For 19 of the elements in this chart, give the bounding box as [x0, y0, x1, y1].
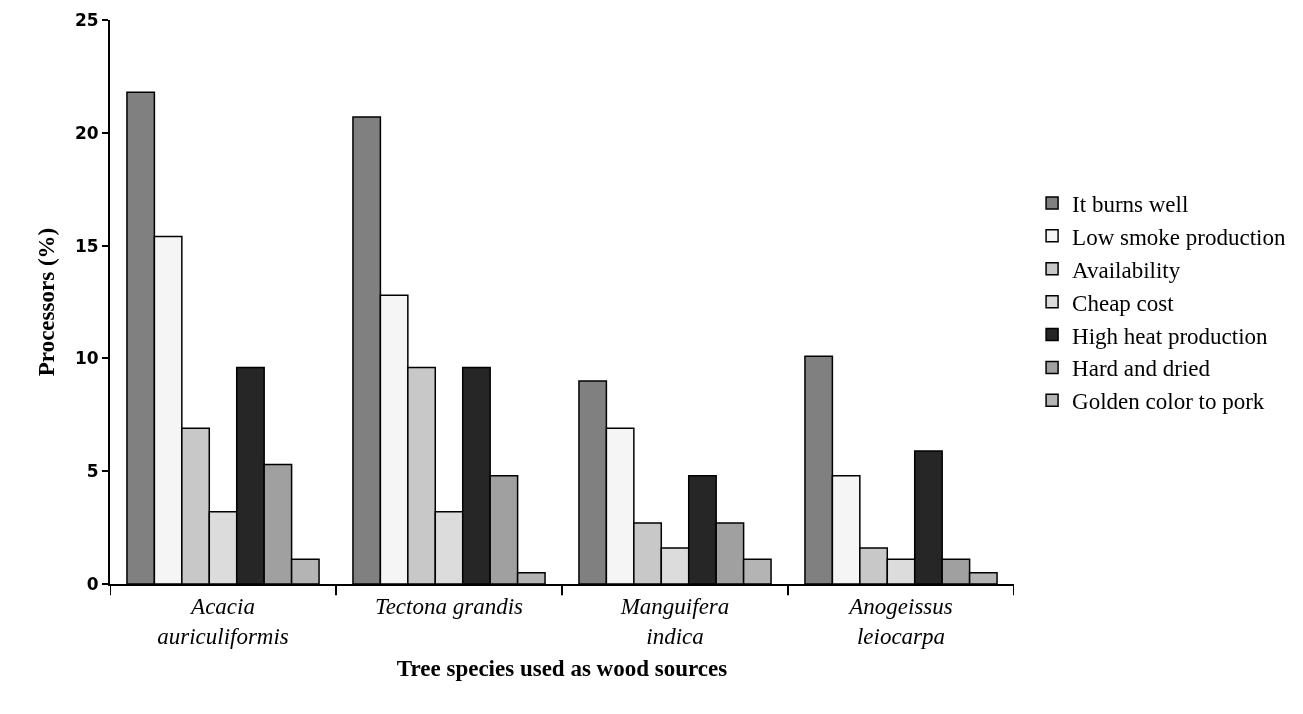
legend-label: It burns well: [1072, 191, 1189, 217]
x-tick-label: Acacia auriculiformis: [157, 593, 289, 649]
y-tick-label: 15: [74, 235, 99, 256]
x-axis-title: Tree species used as wood sources: [396, 655, 728, 681]
legend-label: Cheap cost: [1072, 290, 1175, 316]
legend-label: Hard and dried: [1072, 356, 1211, 382]
y-tick-label: 20: [74, 122, 99, 143]
x-tick-label: Tectona grandis: [374, 593, 524, 619]
y-tick-label: 5: [86, 461, 99, 482]
x-tick-label: Anogeissus leiocarpa: [847, 593, 953, 649]
legend-label: Golden color to pork: [1072, 389, 1265, 415]
y-tick-label: 0: [86, 573, 99, 594]
legend-label: Low smoke production: [1072, 224, 1286, 250]
y-tick-label: 10: [74, 348, 99, 369]
y-tick-label: 25: [74, 9, 99, 30]
y-axis-title: Processors (%): [33, 227, 59, 377]
legend-label: High heat production: [1072, 323, 1269, 349]
legend-label: Availability: [1072, 257, 1181, 283]
x-tick-label: Manguifera indica: [619, 593, 730, 649]
